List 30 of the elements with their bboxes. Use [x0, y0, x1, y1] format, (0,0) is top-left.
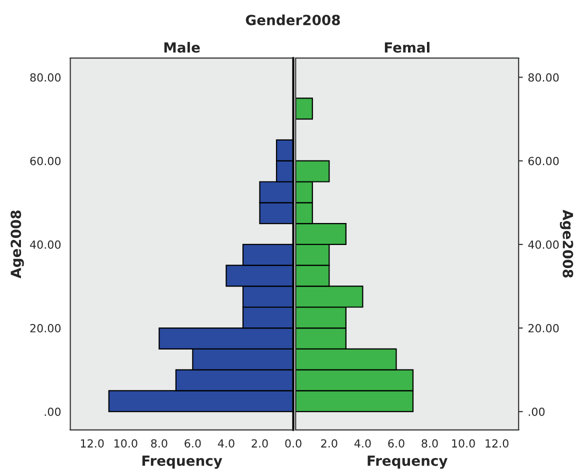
x-tick-label: 2.0	[321, 439, 338, 448]
y-tick-label: .00	[44, 408, 61, 416]
y-tick-label: .00	[528, 408, 545, 416]
x-tick-label: 6.0	[388, 439, 404, 448]
x-tick-label: 12.0	[80, 439, 104, 448]
chart-title: Gender2008	[246, 14, 340, 26]
x-tick-label: 2.0	[252, 439, 268, 448]
y-axis-title: Age2008	[10, 210, 24, 278]
x-tick-label: 12.0	[486, 439, 508, 448]
y-tick-label: 60.00	[528, 156, 559, 166]
y-tick-label: 80.00	[30, 73, 61, 82]
y-tick-label: 40.00	[528, 240, 559, 249]
y-tick-label: 20.00	[528, 324, 559, 332]
x-tick-label: 10.0	[452, 439, 475, 448]
x-tick-label: 0.0	[285, 439, 302, 448]
x-axis-title: Frequency	[142, 456, 222, 469]
y-axis-title: Age2008	[560, 210, 574, 278]
x-tick-label: 4.0	[354, 439, 371, 448]
y-tick-label: 20.00	[30, 324, 61, 332]
x-tick-label: 8.0	[151, 439, 168, 448]
y-tick-label: 60.00	[30, 156, 61, 166]
chart-subtitle: Femal	[384, 42, 430, 53]
x-tick-label: 8.0	[422, 439, 438, 448]
x-tick-label: 4.0	[218, 439, 234, 448]
x-tick-label: 10.0	[114, 439, 138, 448]
x-tick-label: 6.0	[184, 439, 201, 448]
chart-subtitle: Male	[164, 42, 200, 53]
y-tick-label: 40.00	[30, 240, 61, 249]
y-tick-label: 80.00	[528, 73, 559, 82]
x-axis-title: Frequency	[368, 456, 448, 469]
